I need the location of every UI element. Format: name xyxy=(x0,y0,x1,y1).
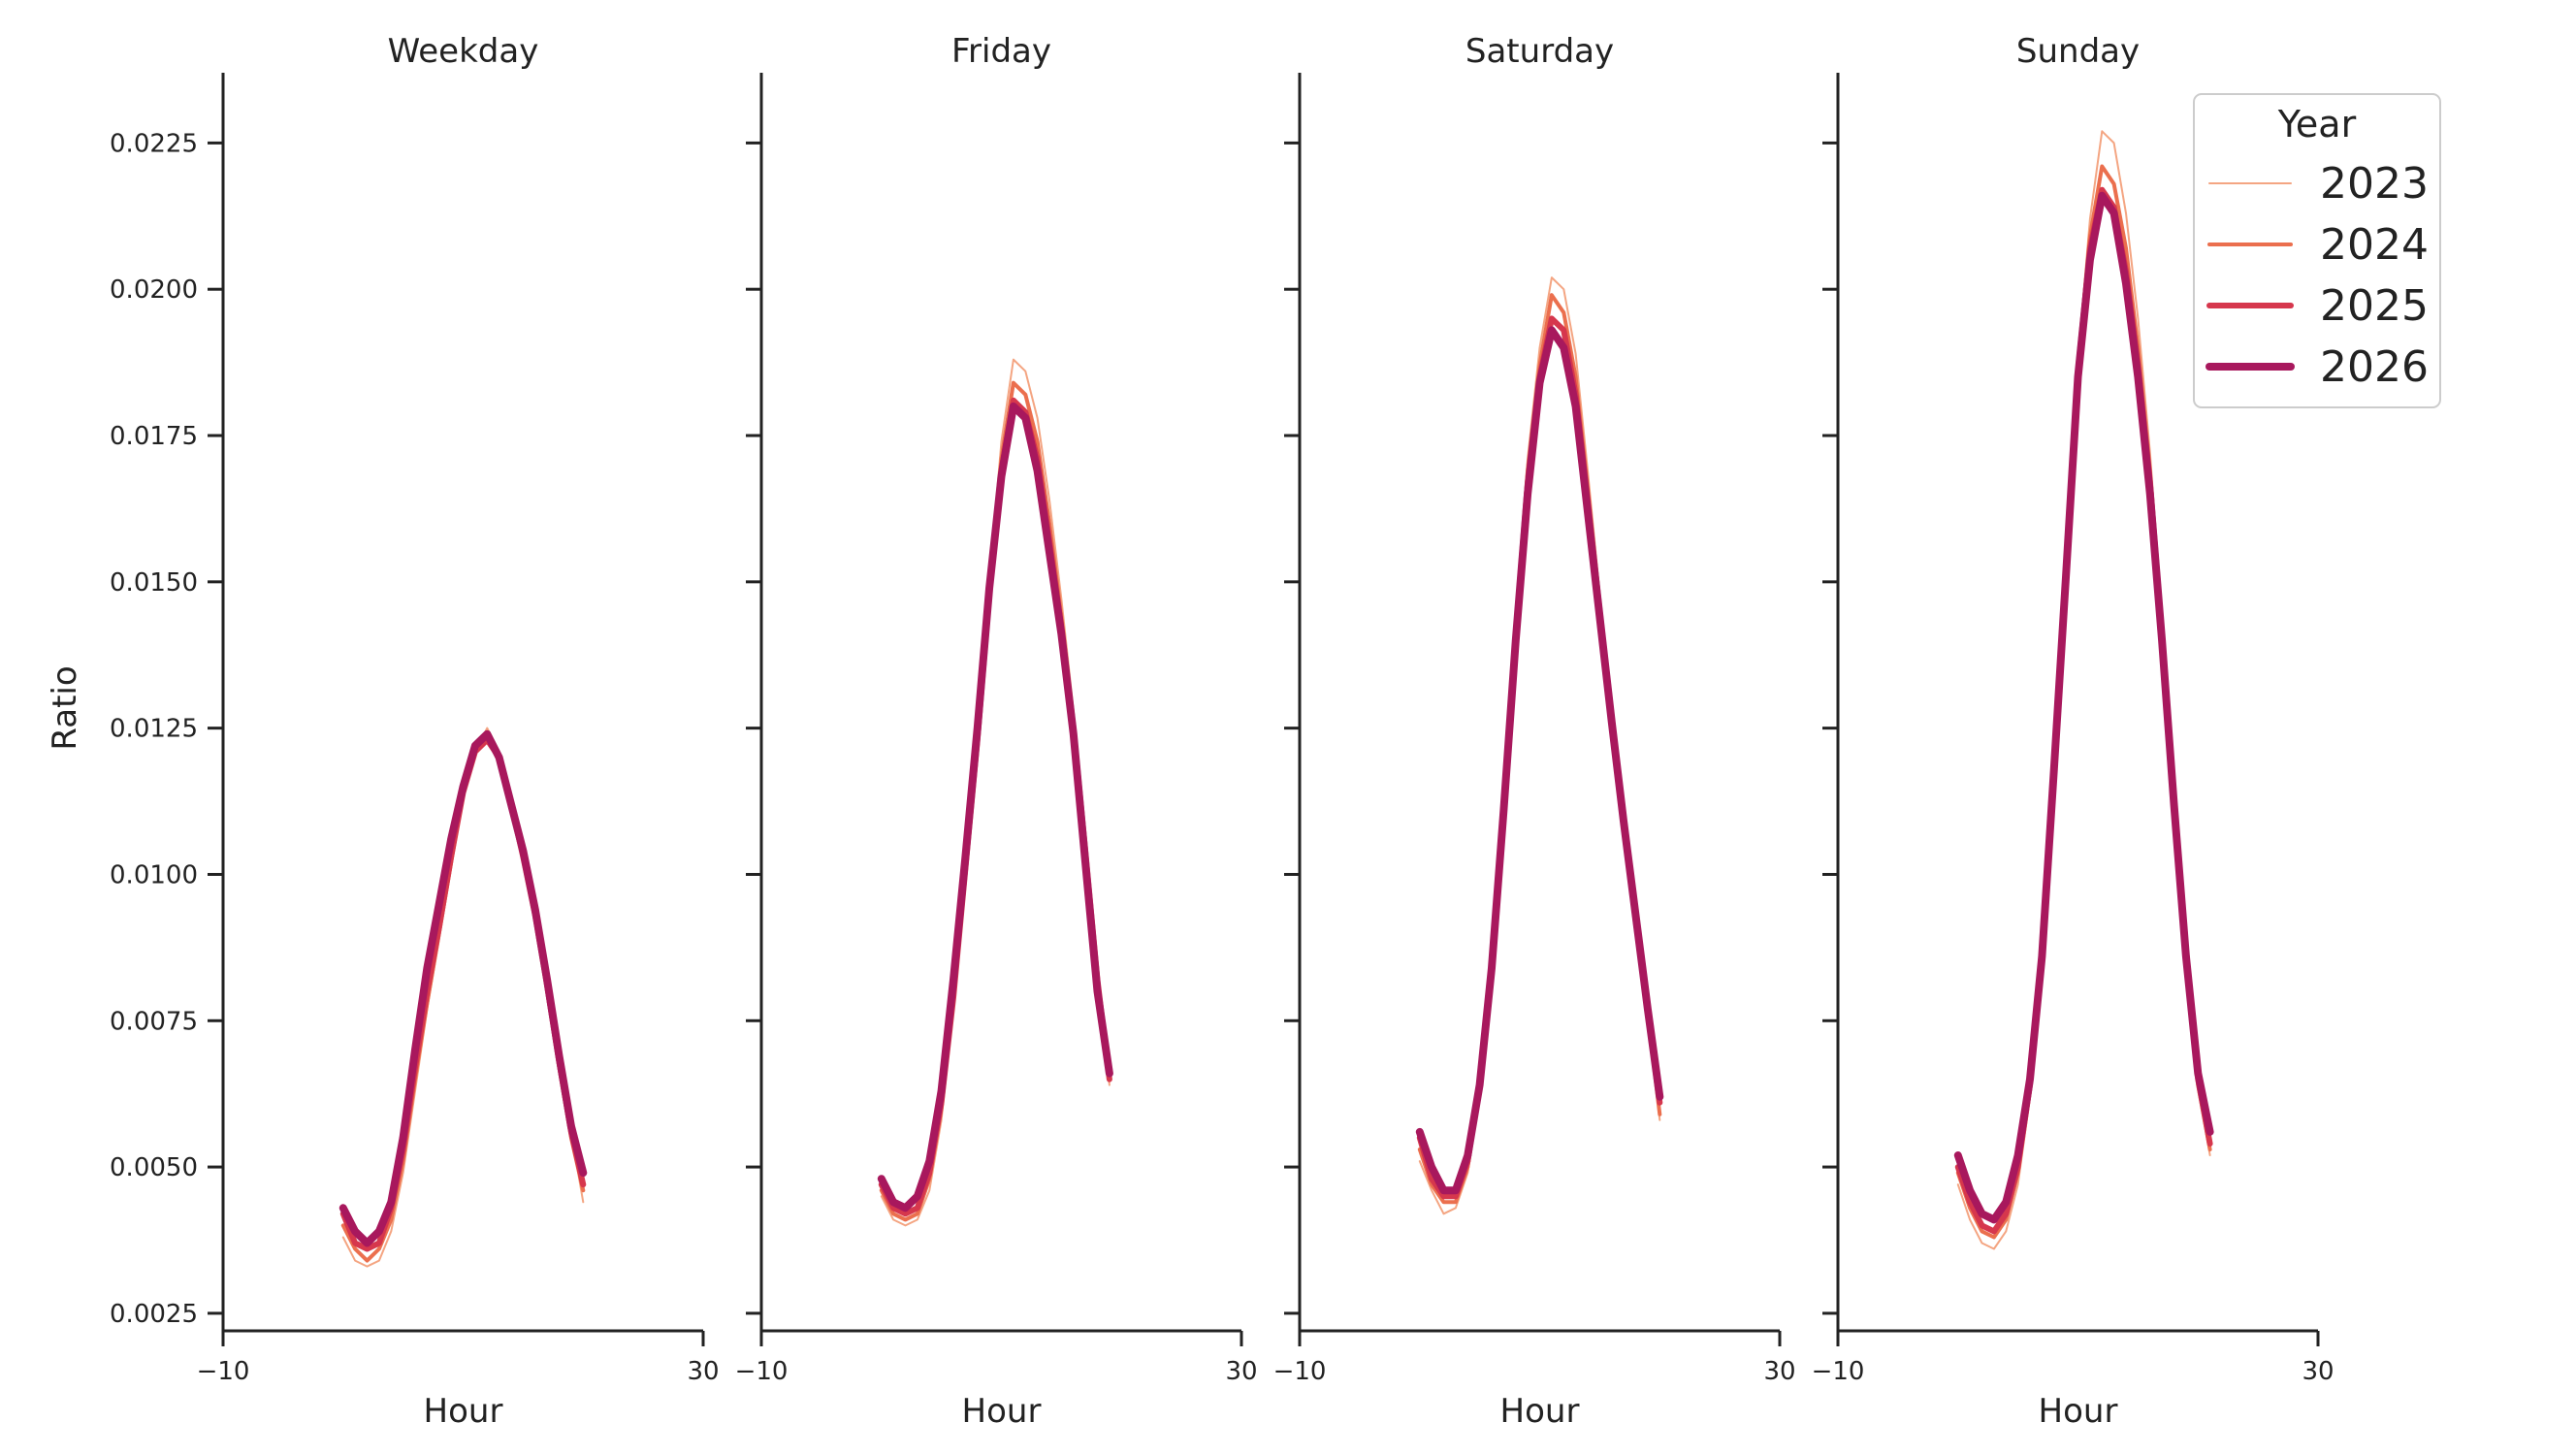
legend-label-2024: 2024 xyxy=(2320,220,2429,270)
series-line-2026 xyxy=(1415,326,1664,1195)
x-axis-label: Hour xyxy=(424,1392,503,1431)
series-line-2024 xyxy=(1417,293,1662,1205)
legend-box xyxy=(2193,93,2441,408)
chart-panels: Weekday 0.0025 0.0050 0.0075 0.0100 0.0125 0.0… xyxy=(110,32,2334,1431)
y-tick-label: 0.0075 xyxy=(110,1007,198,1036)
y-axis-label: Ratio xyxy=(46,665,84,750)
y-tick-label: 0.0050 xyxy=(110,1153,198,1182)
x-tick-label: 30 xyxy=(1225,1357,1257,1386)
panel-title: Saturday xyxy=(1465,32,1614,71)
panel-saturday: Saturday −10 30 Hour xyxy=(1273,32,1796,1431)
series-line-2026 xyxy=(1953,191,2214,1224)
legend-title: Year xyxy=(2277,103,2357,146)
x-axis-label: Hour xyxy=(1500,1392,1580,1431)
panel-title: Friday xyxy=(951,32,1051,71)
y-tick-label: 0.0100 xyxy=(110,860,198,889)
y-tick-label: 0.0225 xyxy=(110,129,198,158)
x-axis-label: Hour xyxy=(2039,1392,2118,1431)
series-line-2025 xyxy=(1416,315,1663,1200)
series-line-2026 xyxy=(338,729,588,1247)
series-line-2026 xyxy=(877,402,1113,1212)
panel-title: Weekday xyxy=(388,32,539,71)
panel-weekday: Weekday 0.0025 0.0050 0.0075 0.0100 0.0125 0.0… xyxy=(110,32,720,1431)
x-tick-label: 30 xyxy=(687,1357,719,1386)
legend-label-2023: 2023 xyxy=(2320,159,2429,209)
legend-label-2025: 2025 xyxy=(2320,281,2429,331)
panel-title: Sunday xyxy=(2016,32,2140,71)
y-tick-label: 0.0025 xyxy=(110,1300,198,1329)
x-axis-label: Hour xyxy=(962,1392,1042,1431)
y-tick-label: 0.0125 xyxy=(110,715,198,744)
y-tick-label: 0.0150 xyxy=(110,568,198,598)
x-tick-label: −10 xyxy=(1812,1357,1865,1386)
y-tick-label: 0.0175 xyxy=(110,422,198,451)
panel-sunday: Sunday −10 30 Hour xyxy=(1812,32,2334,1431)
x-tick-label: 30 xyxy=(1763,1357,1795,1386)
legend: Year 2023 2024 2025 2026 xyxy=(2193,93,2441,408)
panel-friday: Friday −10 30 Hour xyxy=(735,32,1258,1431)
legend-label-2026: 2026 xyxy=(2320,342,2429,392)
x-tick-label: −10 xyxy=(1273,1357,1327,1386)
y-tick-label: 0.0200 xyxy=(110,275,198,305)
x-tick-label: −10 xyxy=(197,1357,250,1386)
x-tick-label: 30 xyxy=(2302,1357,2334,1386)
x-tick-label: −10 xyxy=(735,1357,789,1386)
